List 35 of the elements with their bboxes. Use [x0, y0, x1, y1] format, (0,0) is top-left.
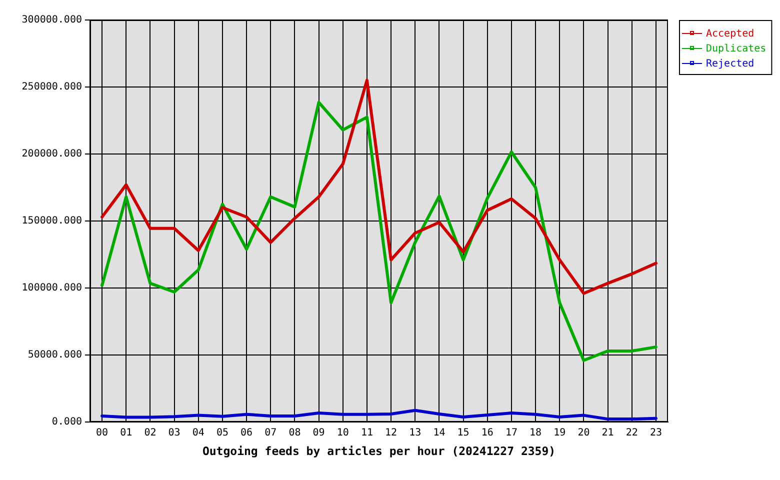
x-tick-label: 11 — [360, 428, 373, 439]
x-tick-label: 02 — [144, 428, 156, 439]
legend-label: Rejected — [706, 58, 754, 70]
x-tick-label: 03 — [168, 428, 180, 439]
x-tick-label: 22 — [626, 428, 638, 439]
y-tick-label: 150000.000 — [22, 216, 82, 227]
y-tick-label: 50000.000 — [28, 350, 82, 361]
x-tick-label: 23 — [650, 428, 662, 439]
y-tick-label: 300000.000 — [22, 14, 82, 26]
legend-label: Duplicates — [706, 44, 766, 55]
x-tick-label: 14 — [433, 428, 446, 439]
x-tick-label: 12 — [385, 428, 398, 439]
x-tick-label: 20 — [578, 428, 590, 439]
x-tick-label: 08 — [288, 428, 301, 439]
legend-label: Accepted — [706, 28, 754, 40]
x-tick-label: 18 — [530, 428, 542, 439]
x-tick-label: 06 — [240, 428, 253, 439]
y-tick-label: 100000.000 — [22, 282, 82, 294]
x-tick-label: 21 — [602, 428, 614, 439]
y-tick-label: 250000.000 — [22, 82, 82, 93]
x-tick-label: 16 — [481, 428, 494, 439]
x-tick-label: 13 — [409, 428, 422, 439]
x-tick-label: 15 — [457, 428, 470, 439]
x-tick-label: 01 — [120, 428, 132, 439]
x-tick-label: 00 — [96, 428, 108, 439]
x-tick-label: 17 — [505, 428, 518, 439]
x-tick-label: 09 — [312, 428, 325, 439]
x-tick-label: 07 — [264, 428, 277, 439]
x-tick-label: 10 — [336, 428, 349, 439]
x-tick-label: 04 — [192, 428, 204, 439]
y-tick-label: 200000.000 — [22, 148, 82, 160]
x-axis-title: Outgoing feeds by articles per hour (20241227 2359) — [202, 444, 556, 458]
y-tick-label: 0.000 — [52, 416, 82, 428]
x-tick-label: 19 — [554, 428, 566, 439]
x-tick-label: 05 — [216, 428, 228, 439]
